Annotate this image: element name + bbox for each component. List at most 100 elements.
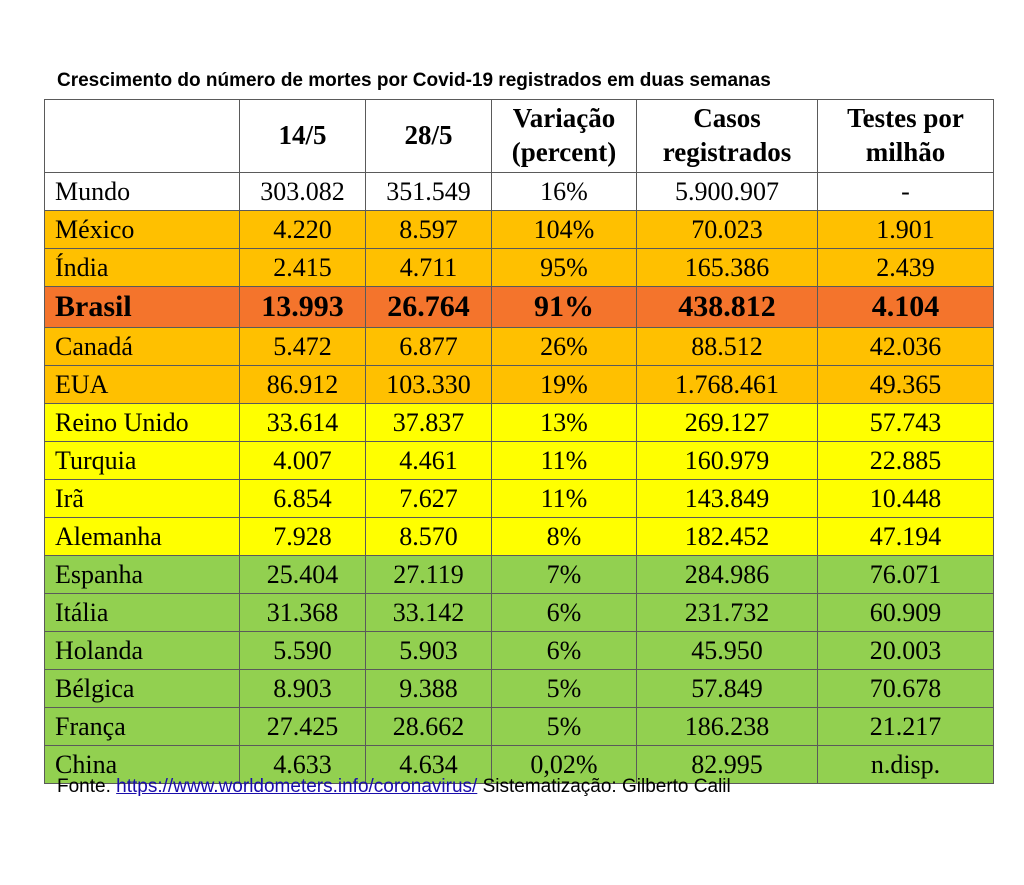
cell-country: Canadá [44, 327, 240, 366]
cell-d14: 4.633 [239, 745, 366, 784]
cell-d14: 4.220 [239, 210, 366, 249]
header-country [44, 99, 240, 173]
cell-casos: 57.849 [636, 669, 818, 708]
cell-country: Reino Unido [44, 403, 240, 442]
cell-d14: 303.082 [239, 172, 366, 211]
cell-var: 6% [491, 631, 637, 670]
cell-testes: 2.439 [817, 248, 994, 287]
source-link[interactable]: https://www.worldometers.info/coronaviru… [116, 776, 478, 797]
cell-country: Irã [44, 479, 240, 518]
table-row: EUA 86.912 103.330 19% 1.768.461 49.365 [44, 365, 994, 404]
cell-d14: 5.590 [239, 631, 366, 670]
cell-var: 6% [491, 593, 637, 632]
cell-d14: 31.368 [239, 593, 366, 632]
cell-country: Mundo [44, 172, 240, 211]
cell-casos: 143.849 [636, 479, 818, 518]
cell-country: EUA [44, 365, 240, 404]
cell-d28: 351.549 [365, 172, 492, 211]
cell-var: 11% [491, 479, 637, 518]
cell-d14: 5.472 [239, 327, 366, 366]
table-row: França 27.425 28.662 5% 186.238 21.217 [44, 707, 994, 746]
cell-casos: 231.732 [636, 593, 818, 632]
cell-testes: 22.885 [817, 441, 994, 480]
table-row: Alemanha 7.928 8.570 8% 182.452 47.194 [44, 517, 994, 556]
source-prefix: Fonte. [57, 776, 111, 797]
cell-country: Turquia [44, 441, 240, 480]
cell-d28: 27.119 [365, 555, 492, 594]
cell-testes: 57.743 [817, 403, 994, 442]
cell-testes: - [817, 172, 994, 211]
cell-d28: 8.570 [365, 517, 492, 556]
cell-casos: 1.768.461 [636, 365, 818, 404]
cell-d14: 86.912 [239, 365, 366, 404]
cell-d14: 27.425 [239, 707, 366, 746]
cell-casos: 88.512 [636, 327, 818, 366]
source-credit: Sistematização: Gilberto Calil [482, 776, 731, 797]
cell-d28: 4.711 [365, 248, 492, 287]
cell-var: 11% [491, 441, 637, 480]
cell-casos: 45.950 [636, 631, 818, 670]
cell-testes: 49.365 [817, 365, 994, 404]
table-row: China 4.633 4.634 0,02% 82.995 n.disp. [44, 745, 994, 784]
cell-testes: 20.003 [817, 631, 994, 670]
cell-testes: 76.071 [817, 555, 994, 594]
cell-var: 5% [491, 669, 637, 708]
cell-d14: 4.007 [239, 441, 366, 480]
cell-d28: 4.461 [365, 441, 492, 480]
cell-testes: 47.194 [817, 517, 994, 556]
cell-d28: 7.627 [365, 479, 492, 518]
cell-country: Itália [44, 593, 240, 632]
cell-d14: 7.928 [239, 517, 366, 556]
source-note: Fonte. https://www.worldometers.info/cor… [57, 776, 731, 798]
cell-testes: n.disp. [817, 745, 994, 784]
cell-d14: 33.614 [239, 403, 366, 442]
cell-var: 16% [491, 172, 637, 211]
cell-casos: 70.023 [636, 210, 818, 249]
table-row: Canadá 5.472 6.877 26% 88.512 42.036 [44, 327, 994, 366]
cell-country: Brasil [44, 286, 240, 328]
cell-casos: 5.900.907 [636, 172, 818, 211]
cell-d28: 37.837 [365, 403, 492, 442]
covid-deaths-table: 14/5 28/5 Variação (percent) Casos regis… [44, 99, 994, 784]
cell-d14: 13.993 [239, 286, 366, 328]
cell-d14: 6.854 [239, 479, 366, 518]
table-title: Crescimento do número de mortes por Covi… [57, 70, 771, 91]
cell-testes: 10.448 [817, 479, 994, 518]
cell-var: 8% [491, 517, 637, 556]
table-row: Itália 31.368 33.142 6% 231.732 60.909 [44, 593, 994, 632]
cell-var: 95% [491, 248, 637, 287]
table-row: Holanda 5.590 5.903 6% 45.950 20.003 [44, 631, 994, 670]
cell-d28: 9.388 [365, 669, 492, 708]
table-row: México 4.220 8.597 104% 70.023 1.901 [44, 210, 994, 249]
cell-var: 26% [491, 327, 637, 366]
cell-d14: 25.404 [239, 555, 366, 594]
cell-country: China [44, 745, 240, 784]
table-row: Brasil 13.993 26.764 91% 438.812 4.104 [44, 286, 994, 328]
cell-d28: 6.877 [365, 327, 492, 366]
table-row: Reino Unido 33.614 37.837 13% 269.127 57.743 [44, 403, 994, 442]
table-row: Espanha 25.404 27.119 7% 284.986 76.071 [44, 555, 994, 594]
cell-casos: 82.995 [636, 745, 818, 784]
cell-casos: 160.979 [636, 441, 818, 480]
cell-d28: 28.662 [365, 707, 492, 746]
cell-d28: 103.330 [365, 365, 492, 404]
cell-d28: 33.142 [365, 593, 492, 632]
cell-var: 104% [491, 210, 637, 249]
header-casos: Casos registrados [636, 99, 818, 173]
cell-testes: 60.909 [817, 593, 994, 632]
cell-d28: 5.903 [365, 631, 492, 670]
header-row: 14/5 28/5 Variação (percent) Casos regis… [44, 99, 994, 173]
cell-casos: 182.452 [636, 517, 818, 556]
table-row: Índia 2.415 4.711 95% 165.386 2.439 [44, 248, 994, 287]
cell-casos: 165.386 [636, 248, 818, 287]
cell-testes: 70.678 [817, 669, 994, 708]
cell-casos: 269.127 [636, 403, 818, 442]
header-28-5: 28/5 [365, 99, 492, 173]
cell-country: México [44, 210, 240, 249]
cell-testes: 21.217 [817, 707, 994, 746]
cell-testes: 4.104 [817, 286, 994, 328]
cell-d28: 26.764 [365, 286, 492, 328]
header-14-5: 14/5 [239, 99, 366, 173]
cell-casos: 438.812 [636, 286, 818, 328]
cell-country: Índia [44, 248, 240, 287]
